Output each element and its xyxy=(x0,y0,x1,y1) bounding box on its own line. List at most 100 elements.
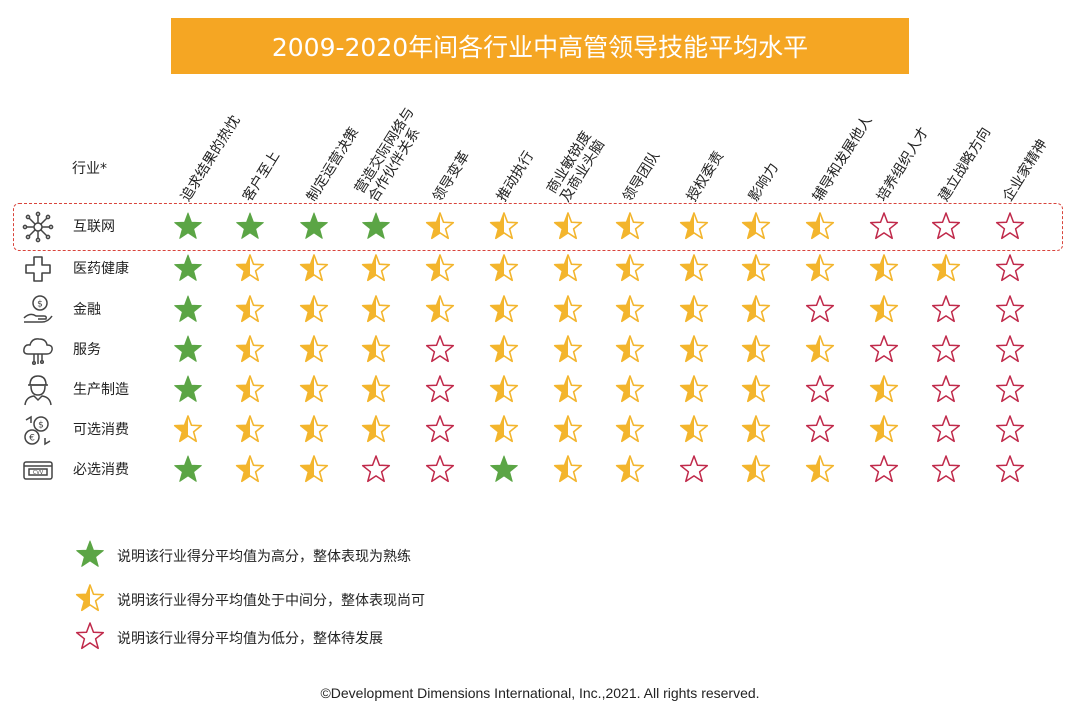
star-half xyxy=(299,415,329,443)
star-half xyxy=(679,212,709,240)
star-empty xyxy=(995,415,1025,443)
star-half xyxy=(615,335,645,363)
medical-cross-icon xyxy=(20,251,56,287)
star-empty xyxy=(425,455,455,483)
star-half xyxy=(299,455,329,483)
star-half xyxy=(299,335,329,363)
star-half xyxy=(425,254,455,282)
svg-text:$: $ xyxy=(38,421,44,431)
legend-star-shape xyxy=(75,622,105,650)
industry-label: 必选消费 xyxy=(73,462,129,478)
star-empty xyxy=(931,415,961,443)
star-half xyxy=(489,335,519,363)
svg-text:$: $ xyxy=(37,300,43,310)
star-full xyxy=(174,375,202,402)
star-half xyxy=(679,295,709,323)
star-half xyxy=(615,295,645,323)
star-empty xyxy=(931,335,961,363)
star-half xyxy=(805,212,835,240)
star-half xyxy=(299,295,329,323)
star-empty xyxy=(931,375,961,403)
star-half xyxy=(741,415,771,443)
industry-label: 服务 xyxy=(73,342,101,358)
legend-star-empty xyxy=(75,622,105,650)
star-half xyxy=(361,375,391,403)
star-half xyxy=(553,335,583,363)
star-empty xyxy=(679,455,709,483)
worker-icon xyxy=(20,372,56,408)
star-half xyxy=(235,375,265,403)
star-empty xyxy=(805,415,835,443)
star-half xyxy=(679,415,709,443)
star-empty xyxy=(805,295,835,323)
star-empty xyxy=(805,375,835,403)
star-half xyxy=(553,212,583,240)
star-half xyxy=(869,254,899,282)
star-half xyxy=(553,415,583,443)
star-half xyxy=(489,254,519,282)
star-empty xyxy=(931,455,961,483)
row-header-label: 行业* xyxy=(72,161,107,177)
internet-row-highlight xyxy=(13,203,1063,251)
star-half xyxy=(615,212,645,240)
star-half xyxy=(553,295,583,323)
star-half xyxy=(741,335,771,363)
star-half xyxy=(361,254,391,282)
industry-label: 医药健康 xyxy=(73,261,129,277)
star-half xyxy=(741,295,771,323)
star-half xyxy=(805,254,835,282)
star-empty xyxy=(995,455,1025,483)
legend-text-half: 说明该行业得分平均值处于中间分，整体表现尚可 xyxy=(117,593,425,609)
star-half xyxy=(489,295,519,323)
star-half xyxy=(361,335,391,363)
star-half xyxy=(679,375,709,403)
currency-exchange-icon: $ € xyxy=(20,412,56,448)
star-half xyxy=(553,455,583,483)
star-half xyxy=(741,212,771,240)
legend-star-shape xyxy=(76,540,104,567)
star-full xyxy=(174,212,202,239)
star-half xyxy=(489,415,519,443)
star-half xyxy=(869,415,899,443)
star-full xyxy=(174,335,202,362)
star-half xyxy=(805,455,835,483)
star-full xyxy=(174,455,202,482)
star-half xyxy=(679,254,709,282)
star-half xyxy=(425,295,455,323)
star-empty xyxy=(425,375,455,403)
star-half xyxy=(679,335,709,363)
star-empty xyxy=(869,455,899,483)
star-half xyxy=(235,455,265,483)
star-half xyxy=(615,455,645,483)
chart-title: 2009-2020年间各行业中高管领导技能平均水平 xyxy=(271,33,809,62)
star-half xyxy=(235,295,265,323)
star-empty xyxy=(361,455,391,483)
legend-star-full xyxy=(76,540,104,567)
star-half xyxy=(553,375,583,403)
star-empty xyxy=(869,335,899,363)
star-full xyxy=(236,212,264,239)
star-full xyxy=(300,212,328,239)
star-full xyxy=(174,254,202,281)
star-empty xyxy=(995,295,1025,323)
network-icon xyxy=(20,209,56,245)
legend-star-shape xyxy=(75,584,105,612)
legend-text-empty: 说明该行业得分平均值为低分，整体待发展 xyxy=(117,631,383,647)
star-half xyxy=(615,415,645,443)
star-half xyxy=(489,375,519,403)
svg-text:€: € xyxy=(29,434,35,444)
industry-label: 互联网 xyxy=(73,219,115,235)
star-half xyxy=(553,254,583,282)
industry-label: 生产制造 xyxy=(73,382,129,398)
star-half xyxy=(425,212,455,240)
cloud-service-icon xyxy=(20,332,56,368)
copyright-notice: ©Development Dimensions International, I… xyxy=(320,685,760,701)
industry-label: 金融 xyxy=(73,302,101,318)
star-half xyxy=(235,415,265,443)
star-half xyxy=(173,415,203,443)
star-empty xyxy=(995,335,1025,363)
legend-text-full: 说明该行业得分平均值为高分，整体表现为熟练 xyxy=(117,549,411,565)
star-full xyxy=(490,455,518,482)
star-half xyxy=(869,375,899,403)
